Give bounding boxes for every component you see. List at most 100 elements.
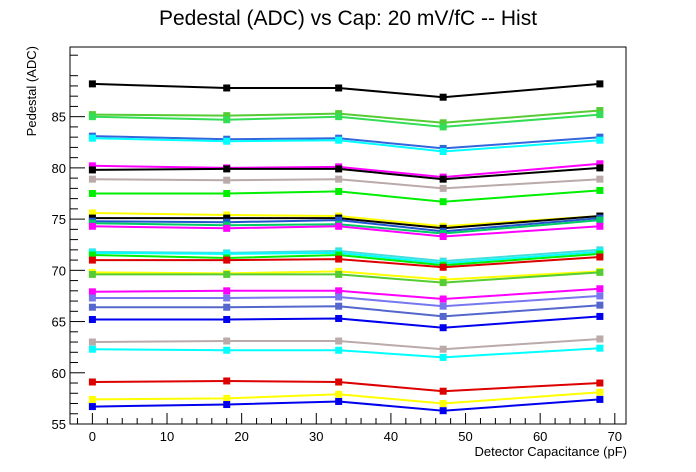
data-point [439,93,447,101]
data-point [88,395,96,403]
data-point [335,251,343,259]
data-point [88,113,96,121]
data-point [88,251,96,259]
data-point [439,295,447,303]
data-point [439,400,447,408]
series-line [92,304,600,318]
data-point [335,222,343,230]
data-point [596,111,604,119]
series-20 [88,268,604,287]
data-point [439,119,447,127]
data-point [439,123,447,131]
series-9 [88,186,604,206]
x-tick-label: 20 [234,429,248,444]
series-22 [88,292,604,310]
series-27 [88,377,604,395]
data-point [88,338,96,346]
data-point [88,162,96,170]
data-point [223,401,231,409]
data-point [223,346,231,354]
data-point [596,222,604,230]
series-line [92,178,600,190]
data-point [439,233,447,241]
y-tick-label: 65 [52,315,66,330]
data-point [596,107,604,115]
data-point [223,165,231,173]
data-point [88,303,96,311]
series-line [92,347,600,359]
series-line [92,137,600,153]
y-tick-label: 60 [52,366,66,381]
data-point [439,147,447,155]
x-tick-label: 50 [458,429,472,444]
data-point [596,312,604,320]
series-layer [88,80,604,415]
data-point [335,270,343,278]
x-axis-title: Detector Capacitance (pF) [475,444,627,459]
data-point [439,198,447,206]
data-point [439,324,447,332]
data-point [223,377,231,385]
data-point [88,403,96,411]
series-line [92,294,600,308]
data-point [596,216,604,224]
data-point [88,80,96,88]
data-point [439,184,447,192]
series-line [92,82,600,99]
data-point [439,279,447,287]
data-point [596,268,604,276]
data-point [223,294,231,302]
data-point [88,378,96,386]
data-point [335,346,343,354]
y-tick-label: 80 [52,161,66,176]
data-point [596,136,604,144]
data-point [223,137,231,145]
data-point [88,270,96,278]
series-line [92,189,600,203]
y-tick-label: 55 [52,417,66,432]
data-point [596,344,604,352]
data-point [88,166,96,174]
data-point [88,345,96,353]
data-point [223,250,231,258]
y-axis-title: Pedestal (ADC) [24,46,39,136]
data-point [223,112,231,120]
data-point [439,353,447,361]
series-23 [88,301,604,320]
chart-title: Pedestal (ADC) vs Cap: 20 mV/fC -- Hist [159,7,537,30]
series-8 [88,175,604,192]
data-point [223,270,231,278]
data-point [596,175,604,183]
data-point [596,160,604,168]
data-point [596,80,604,88]
data-point [88,288,96,296]
series-line [92,338,600,351]
series-14 [88,222,604,241]
data-point [88,189,96,197]
data-point [335,175,343,183]
data-point [335,113,343,121]
data-point [223,176,231,184]
x-tick-label: 70 [608,429,622,444]
series-29 [88,395,604,415]
data-point [596,395,604,403]
data-point [439,387,447,395]
data-point [223,189,231,197]
series-line [92,225,600,238]
data-point [439,263,447,271]
x-tick-label: 10 [160,429,174,444]
series-line [92,271,600,284]
data-point [88,316,96,324]
data-point [335,390,343,398]
data-point [596,388,604,396]
y-tick-label: 85 [52,110,66,125]
data-point [439,175,447,183]
data-point [223,116,231,124]
data-point [223,394,231,402]
series-5 [88,134,604,155]
data-point [335,293,343,301]
data-point [335,216,343,224]
data-point [223,287,231,295]
series-line [92,398,600,412]
series-25 [88,335,604,353]
